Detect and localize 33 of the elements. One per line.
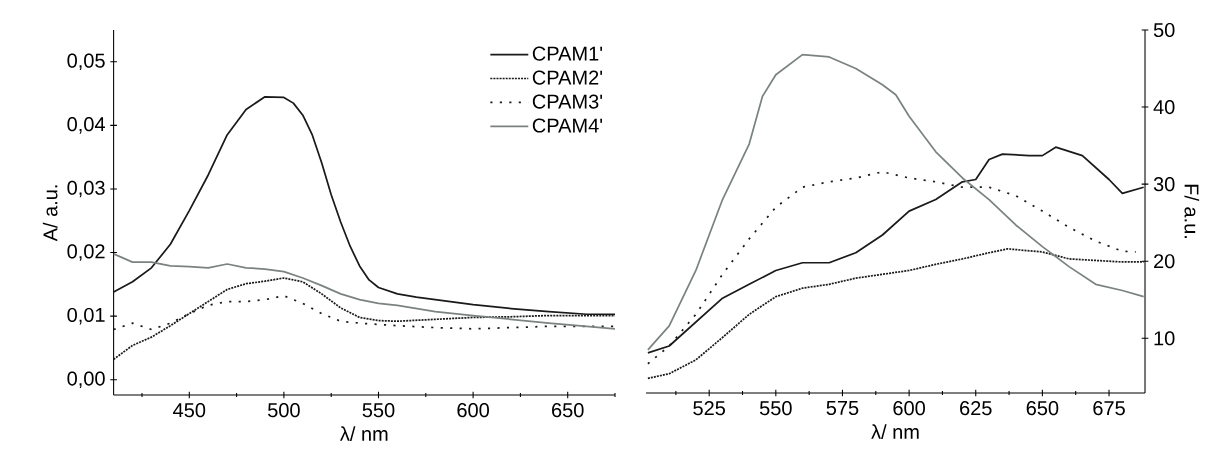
- y-axis-title: A/ a.u.: [42, 185, 58, 242]
- x-tick-label: 675: [1093, 401, 1125, 416]
- y-tick-label: 0,00: [67, 371, 105, 388]
- line-series: [647, 248, 1145, 380]
- y2-tick-label: 30: [1153, 177, 1175, 192]
- y2-tick-label: 40: [1153, 99, 1175, 115]
- x-axis-title: λ/ nm: [340, 426, 388, 442]
- y-tick-label: 0,04: [67, 117, 105, 134]
- y2-tick-label: 20: [1154, 254, 1175, 269]
- legend-label: CPAM1': [532, 46, 603, 61]
- y2-tick-label: 10: [1154, 331, 1175, 346]
- x-tick-label: 575: [826, 401, 859, 415]
- y-tick-label: 0,01: [67, 307, 105, 325]
- x-tick-label: 500: [268, 403, 300, 418]
- y2-tick-label: 50: [1153, 22, 1175, 38]
- y-tick-label: 0,05: [67, 53, 105, 71]
- x-tick-label: 600: [893, 401, 925, 416]
- legend-label: CPAM2': [532, 70, 603, 85]
- y-tick-label: 0,03: [67, 180, 105, 198]
- x-axis-title: λ/ nm: [871, 424, 919, 440]
- x-tick-label: 550: [362, 403, 395, 418]
- x-tick-label: 650: [1026, 401, 1059, 416]
- x-tick-label: 650: [552, 403, 584, 418]
- x-tick-label: 525: [693, 401, 726, 416]
- y2-axis-title: F/ a.u.: [1184, 184, 1200, 238]
- x-tick-label: 450: [173, 403, 206, 418]
- legend-label: CPAM4': [532, 118, 603, 133]
- line-series: [647, 53, 1145, 351]
- x-tick-label: 550: [759, 401, 792, 416]
- legend-label: CPAM3': [532, 94, 603, 109]
- y-tick-label: 0,02: [67, 244, 105, 261]
- x-tick-label: 625: [960, 401, 992, 416]
- x-tick-label: 600: [457, 403, 489, 418]
